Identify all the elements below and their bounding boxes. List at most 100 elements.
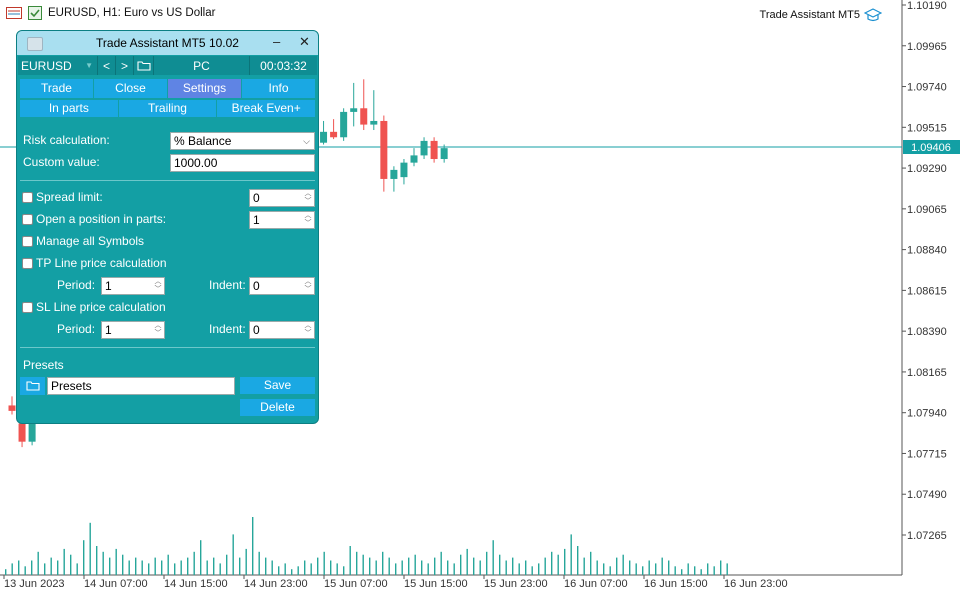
volume-bar <box>616 557 618 575</box>
stepper-arrows-icon[interactable]: ︿ ﹀ <box>154 322 162 337</box>
volume-bar <box>603 563 605 575</box>
volume-bar <box>382 551 384 575</box>
chart-title: EURUSD, H1: Euro vs US Dollar <box>6 6 215 20</box>
delete-button[interactable]: Delete <box>240 399 315 416</box>
open-in-parts-checkbox[interactable] <box>22 214 33 225</box>
time-tick-label: 13 Jun 2023 <box>4 578 65 590</box>
close-button[interactable]: ✕ <box>299 34 310 49</box>
stepper-arrows-icon[interactable]: ︿ ﹀ <box>304 212 312 227</box>
volume-bar <box>70 554 72 575</box>
symbol-value: EURUSD <box>21 58 72 73</box>
minimize-button[interactable]: – <box>273 34 281 49</box>
time-tick-label: 15 Jun 07:00 <box>324 578 388 590</box>
volume-bar <box>726 563 728 575</box>
volume-bar <box>161 560 163 575</box>
price-tick-label: 1.08840 <box>907 245 947 257</box>
folder-button[interactable] <box>134 56 154 75</box>
stepper-arrows-icon[interactable]: ︿ ﹀ <box>304 190 312 205</box>
custom-value-label: Custom value: <box>23 155 100 169</box>
trade-assistant-panel[interactable]: Trade Assistant MT5 10.02 – ✕ EURUSD ▼ <… <box>16 30 319 424</box>
volume-bar <box>37 551 39 575</box>
price-axis: 1.10190 1.09965 1.09740 1.09515 1.09290 1.090… <box>902 0 947 542</box>
subtab-in-parts[interactable]: In parts <box>20 100 118 117</box>
subtab-break-even[interactable]: Break Even+ <box>217 100 316 117</box>
sl-period-stepper[interactable]: 1 ︿ ﹀ <box>101 321 165 339</box>
custom-value-input[interactable]: 1000.00 <box>170 154 315 172</box>
price-tick-label: 1.10190 <box>907 0 947 12</box>
risk-calculation-select[interactable]: % Balance ⌵ <box>170 132 315 150</box>
tp-indent-stepper[interactable]: 0 ︿ ﹀ <box>249 277 315 295</box>
volume-bar <box>622 554 624 575</box>
presets-folder-button[interactable] <box>20 377 45 395</box>
price-tick-label: 1.08390 <box>907 326 947 338</box>
panel-header[interactable]: Trade Assistant MT5 10.02 – ✕ <box>17 31 318 55</box>
bull-candle <box>440 148 448 160</box>
volume-bar <box>265 557 267 575</box>
mode-label: PC <box>154 56 250 75</box>
sl-line-checkbox[interactable] <box>22 302 33 313</box>
sl-indent-stepper[interactable]: 0 ︿ ﹀ <box>249 321 315 339</box>
spread-limit-stepper[interactable]: 0 ︿ ﹀ <box>249 189 315 207</box>
price-tick-label: 1.09515 <box>907 122 947 134</box>
prev-symbol-button[interactable]: < <box>98 56 116 75</box>
sl-indent-value: 0 <box>253 323 260 337</box>
volume-bar <box>655 563 657 575</box>
bull-candle <box>420 140 428 156</box>
tp-line-checkbox[interactable] <box>22 258 33 269</box>
bear-candle <box>330 131 338 138</box>
save-button[interactable]: Save <box>240 377 315 394</box>
bull-candle <box>28 423 36 442</box>
tab-info[interactable]: Info <box>242 79 315 98</box>
volume-bar <box>687 563 689 575</box>
volume-bar <box>629 560 631 575</box>
subtab-trailing[interactable]: Trailing <box>118 100 217 117</box>
volume-bar <box>252 517 254 575</box>
volume-bar <box>336 563 338 575</box>
bull-candle <box>340 111 348 138</box>
chart-title-text: EURUSD, H1: Euro vs US Dollar <box>48 7 216 19</box>
volume-bar <box>349 546 351 575</box>
volume-bar <box>109 557 111 575</box>
expert-label[interactable]: Trade Assistant MT5 <box>760 8 882 22</box>
volume-bar <box>128 560 130 575</box>
checkbox-icon <box>28 6 42 20</box>
volume-bar <box>239 557 241 575</box>
parts-stepper[interactable]: 1 ︿ ﹀ <box>249 211 315 229</box>
parts-value: 1 <box>253 213 260 227</box>
tab-trade[interactable]: Trade <box>20 79 93 98</box>
volume-bar <box>460 554 462 575</box>
spread-limit-label: Spread limit: <box>36 190 103 204</box>
volume-bar <box>76 563 78 575</box>
volume-bar <box>668 560 670 575</box>
tp-indent-value: 0 <box>253 279 260 293</box>
next-symbol-button[interactable]: > <box>116 56 134 75</box>
price-tick-label: 1.07715 <box>907 448 947 460</box>
sl-indent-label: Indent: <box>209 322 246 336</box>
volume-bar <box>102 551 104 575</box>
volume-bar <box>681 569 683 575</box>
volume-bar <box>213 557 215 575</box>
tab-settings[interactable]: Settings <box>168 79 241 98</box>
divider <box>20 347 315 348</box>
volume-bar <box>486 551 488 575</box>
stepper-arrows-icon[interactable]: ︿ ﹀ <box>304 278 312 293</box>
volume-bar <box>570 534 572 575</box>
volume-bar <box>44 563 46 575</box>
price-tick-label: 1.09740 <box>907 82 947 94</box>
chart-window-icon <box>6 7 22 19</box>
bull-candle <box>390 169 398 179</box>
volume-bar <box>492 540 494 575</box>
volume-bar <box>193 551 195 575</box>
spread-limit-value: 0 <box>253 191 260 205</box>
volume-bar <box>232 534 234 575</box>
presets-input[interactable]: Presets <box>47 377 235 395</box>
manage-all-symbols-checkbox[interactable] <box>22 236 33 247</box>
stepper-arrows-icon[interactable]: ︿ ﹀ <box>304 322 312 337</box>
symbol-select[interactable]: EURUSD ▼ <box>18 56 98 75</box>
volume-bar <box>206 560 208 575</box>
tab-close[interactable]: Close <box>94 79 167 98</box>
tp-period-stepper[interactable]: 1 ︿ ﹀ <box>101 277 165 295</box>
stepper-arrows-icon[interactable]: ︿ ﹀ <box>154 278 162 293</box>
spread-limit-checkbox[interactable] <box>22 192 33 203</box>
